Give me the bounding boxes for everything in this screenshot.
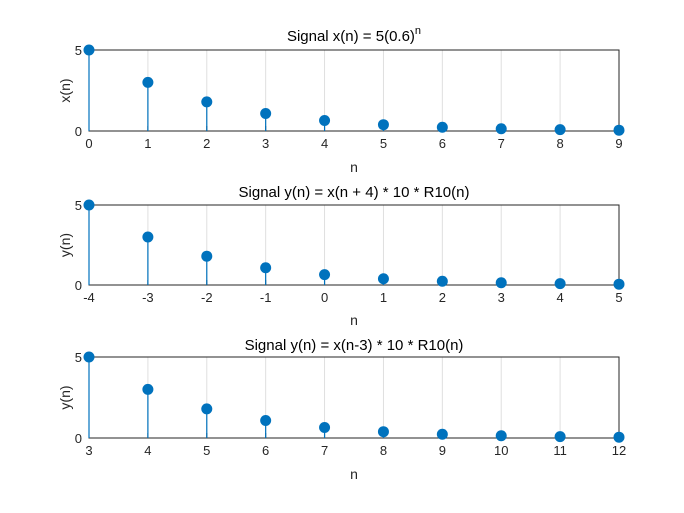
subplot-1-point-7 — [495, 123, 507, 135]
subplot-1-y-tick-5: 5 — [75, 43, 82, 58]
subplot-1-point-8 — [554, 124, 566, 136]
subplot-3-x-tick-10: 10 — [494, 443, 508, 458]
subplot-3-point-3 — [83, 351, 95, 363]
subplot-3-x-tick-5: 5 — [203, 443, 210, 458]
subplot-2-y-axis-label: y(n) — [57, 233, 73, 257]
subplot-1-x-tick-0: 0 — [85, 136, 92, 151]
subplot-1-point-9 — [613, 124, 625, 136]
subplot-2-point--2 — [201, 250, 213, 262]
subplot-3-point-10 — [495, 430, 507, 442]
subplot-2-title: Signal y(n) = x(n + 4) * 10 * R10(n) — [239, 184, 470, 201]
subplot-1-x-tick-4: 4 — [321, 136, 328, 151]
subplot-1-point-0 — [83, 44, 95, 56]
subplot-3-x-tick-9: 9 — [439, 443, 446, 458]
subplot-1-point-6 — [436, 121, 448, 133]
subplot-1-x-tick-5: 5 — [380, 136, 387, 151]
subplot-1-point-3 — [260, 108, 272, 120]
subplot-2-x-tick--2: -2 — [201, 290, 213, 305]
subplot-2-x-tick--3: -3 — [142, 290, 154, 305]
subplot-1-x-tick-2: 2 — [203, 136, 210, 151]
subplot-1-x-tick-6: 6 — [439, 136, 446, 151]
subplot-2-x-tick-0: 0 — [321, 290, 328, 305]
subplot-2-point-1 — [377, 273, 389, 285]
subplot-3-x-axis-label: n — [350, 466, 358, 482]
subplot-3-axes-frame — [88, 356, 620, 439]
subplot-1-axes-frame — [88, 49, 620, 132]
subplot-1-x-axis-label: n — [350, 159, 358, 175]
subplot-3-x-tick-11: 11 — [553, 443, 567, 458]
subplot-1-x-tick-7: 7 — [498, 136, 505, 151]
subplot-2-point-0 — [319, 269, 331, 281]
subplot-3-point-8 — [377, 426, 389, 438]
subplot-2-x-tick-4: 4 — [556, 290, 563, 305]
subplot-2-x-tick-3: 3 — [498, 290, 505, 305]
subplot-3-x-tick-12: 12 — [612, 443, 626, 458]
subplot-2-y-tick-5: 5 — [75, 198, 82, 213]
subplot-2-point-3 — [495, 277, 507, 289]
subplot-2-point--3 — [142, 231, 154, 243]
subplot-3-x-tick-7: 7 — [321, 443, 328, 458]
subplot-2-x-tick-5: 5 — [615, 290, 622, 305]
subplot-1-point-5 — [377, 119, 389, 131]
subplot-1-x-tick-3: 3 — [262, 136, 269, 151]
subplot-1-y-axis-label: x(n) — [57, 78, 73, 102]
subplot-1-x-tick-8: 8 — [556, 136, 563, 151]
subplot-2: Signal y(n) = x(n + 4) * 10 * R10(n) -4 -… — [57, 184, 625, 328]
subplot-2-point-4 — [554, 278, 566, 290]
subplot-2-point--4 — [83, 199, 95, 211]
subplot-3-point-6 — [260, 415, 272, 427]
subplot-3-point-4 — [142, 383, 154, 395]
subplot-2-x-tick-2: 2 — [439, 290, 446, 305]
subplot-3-title: Signal y(n) = x(n-3) * 10 * R10(n) — [245, 337, 464, 354]
subplot-3-y-tick-5: 5 — [75, 350, 82, 365]
subplot-2-x-tick--4: -4 — [83, 290, 95, 305]
subplot-3-point-11 — [554, 431, 566, 443]
subplot-2-point-5 — [613, 278, 625, 290]
subplot-2-point-2 — [436, 275, 448, 287]
subplot-3-point-5 — [201, 403, 213, 415]
subplot-3-point-9 — [436, 428, 448, 440]
subplot-1-x-tick-1: 1 — [144, 136, 151, 151]
subplot-1: Signal x(n) = 5(0.6)n 0 1 2 3 4 5 6 7 8 9 0 5 n x(n… — [57, 25, 625, 175]
subplot-3-x-tick-8: 8 — [380, 443, 387, 458]
subplot-2-y-tick-0: 0 — [75, 278, 82, 293]
subplot-2-point--1 — [260, 262, 272, 274]
subplot-3-point-7 — [319, 422, 331, 434]
subplot-3-y-tick-0: 0 — [75, 431, 82, 446]
subplot-2-x-tick--1: -1 — [260, 290, 272, 305]
subplot-1-y-tick-0: 0 — [75, 124, 82, 139]
subplot-3-x-tick-6: 6 — [262, 443, 269, 458]
subplot-1-x-tick-9: 9 — [615, 136, 622, 151]
subplot-3-point-12 — [613, 431, 625, 443]
subplot-3-y-axis-label: y(n) — [57, 385, 73, 409]
subplot-1-title: Signal x(n) = 5(0.6)n — [287, 25, 421, 45]
subplot-1-point-4 — [319, 115, 331, 127]
subplot-2-x-axis-label: n — [350, 312, 358, 328]
subplot-1-point-2 — [201, 96, 213, 108]
subplot-2-x-tick-1: 1 — [380, 290, 387, 305]
subplot-3-x-tick-3: 3 — [85, 443, 92, 458]
subplot-1-point-1 — [142, 76, 154, 88]
subplot-3-x-tick-4: 4 — [144, 443, 151, 458]
subplot-2-axes-frame — [88, 204, 620, 286]
subplot-3: Signal y(n) = x(n-3) * 10 * R10(n) 3 4 5 6 7… — [57, 337, 626, 482]
